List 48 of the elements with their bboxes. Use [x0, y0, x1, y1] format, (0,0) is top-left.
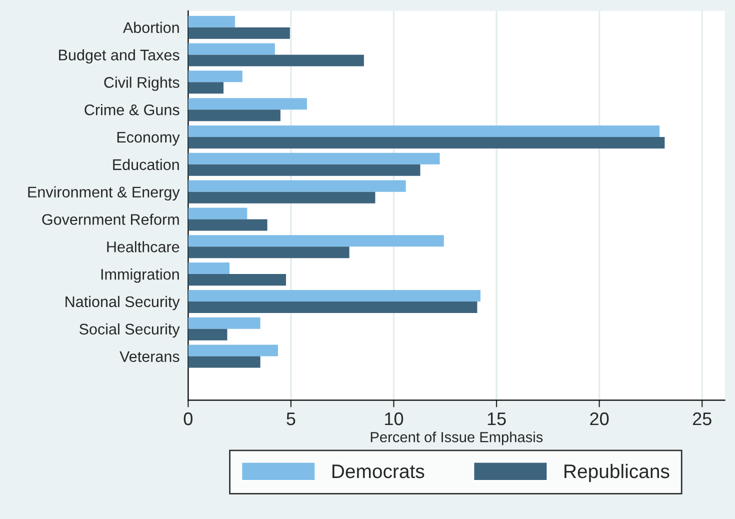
y-tick-label: Civil Rights: [104, 76, 180, 91]
bar: [188, 164, 420, 176]
x-tick-label: 10: [385, 412, 404, 426]
bar: [188, 356, 260, 368]
x-tick-label: 20: [590, 412, 609, 426]
bar: [188, 344, 278, 356]
bar: [188, 27, 290, 39]
y-tick-label: Veterans: [120, 351, 180, 362]
bar: [188, 246, 350, 258]
x-axis-title: Percent of Issue Emphasis: [370, 432, 543, 446]
bar: [188, 180, 406, 192]
bar: [188, 98, 307, 110]
y-tick-label: Abortion: [122, 22, 179, 34]
y-tick-label: Education: [113, 158, 179, 170]
y-tick-label: Crime & Guns: [84, 104, 180, 116]
x-tick-label: 0: [184, 412, 192, 426]
bar: [188, 110, 280, 122]
bar: [188, 208, 248, 220]
bar: [188, 152, 440, 164]
bar: [188, 274, 286, 286]
y-tick-label: National Security: [66, 296, 180, 310]
bar: [188, 235, 444, 247]
x-tick-label: 15: [488, 412, 506, 426]
y-tick-label: Budget and Taxes: [59, 49, 180, 64]
bar: [188, 290, 480, 302]
legend-label: Republicans: [564, 464, 670, 482]
bar: [188, 43, 275, 55]
bar: [188, 136, 665, 149]
bar: [188, 54, 364, 66]
bar: [188, 262, 230, 274]
bar: [188, 16, 236, 28]
legend-label: Democrats: [332, 464, 424, 478]
x-tick-label: 25: [692, 412, 712, 426]
bar: [188, 301, 478, 313]
bar: [188, 192, 376, 204]
y-tick-label: Economy: [117, 132, 180, 146]
y-tick-label: Healthcare: [107, 241, 180, 252]
x-tick-label: 5: [286, 412, 296, 426]
y-tick-label: Social Security: [79, 323, 180, 338]
bar: [188, 70, 242, 82]
y-tick-label: Environment & Energy: [28, 186, 180, 201]
y-tick-label: Immigration: [101, 268, 179, 283]
bar: [188, 82, 224, 94]
bar: [188, 328, 228, 340]
bar: [188, 317, 260, 329]
bar: [188, 125, 660, 137]
bar: [188, 219, 268, 231]
y-tick-label: Government Reform: [42, 214, 179, 225]
